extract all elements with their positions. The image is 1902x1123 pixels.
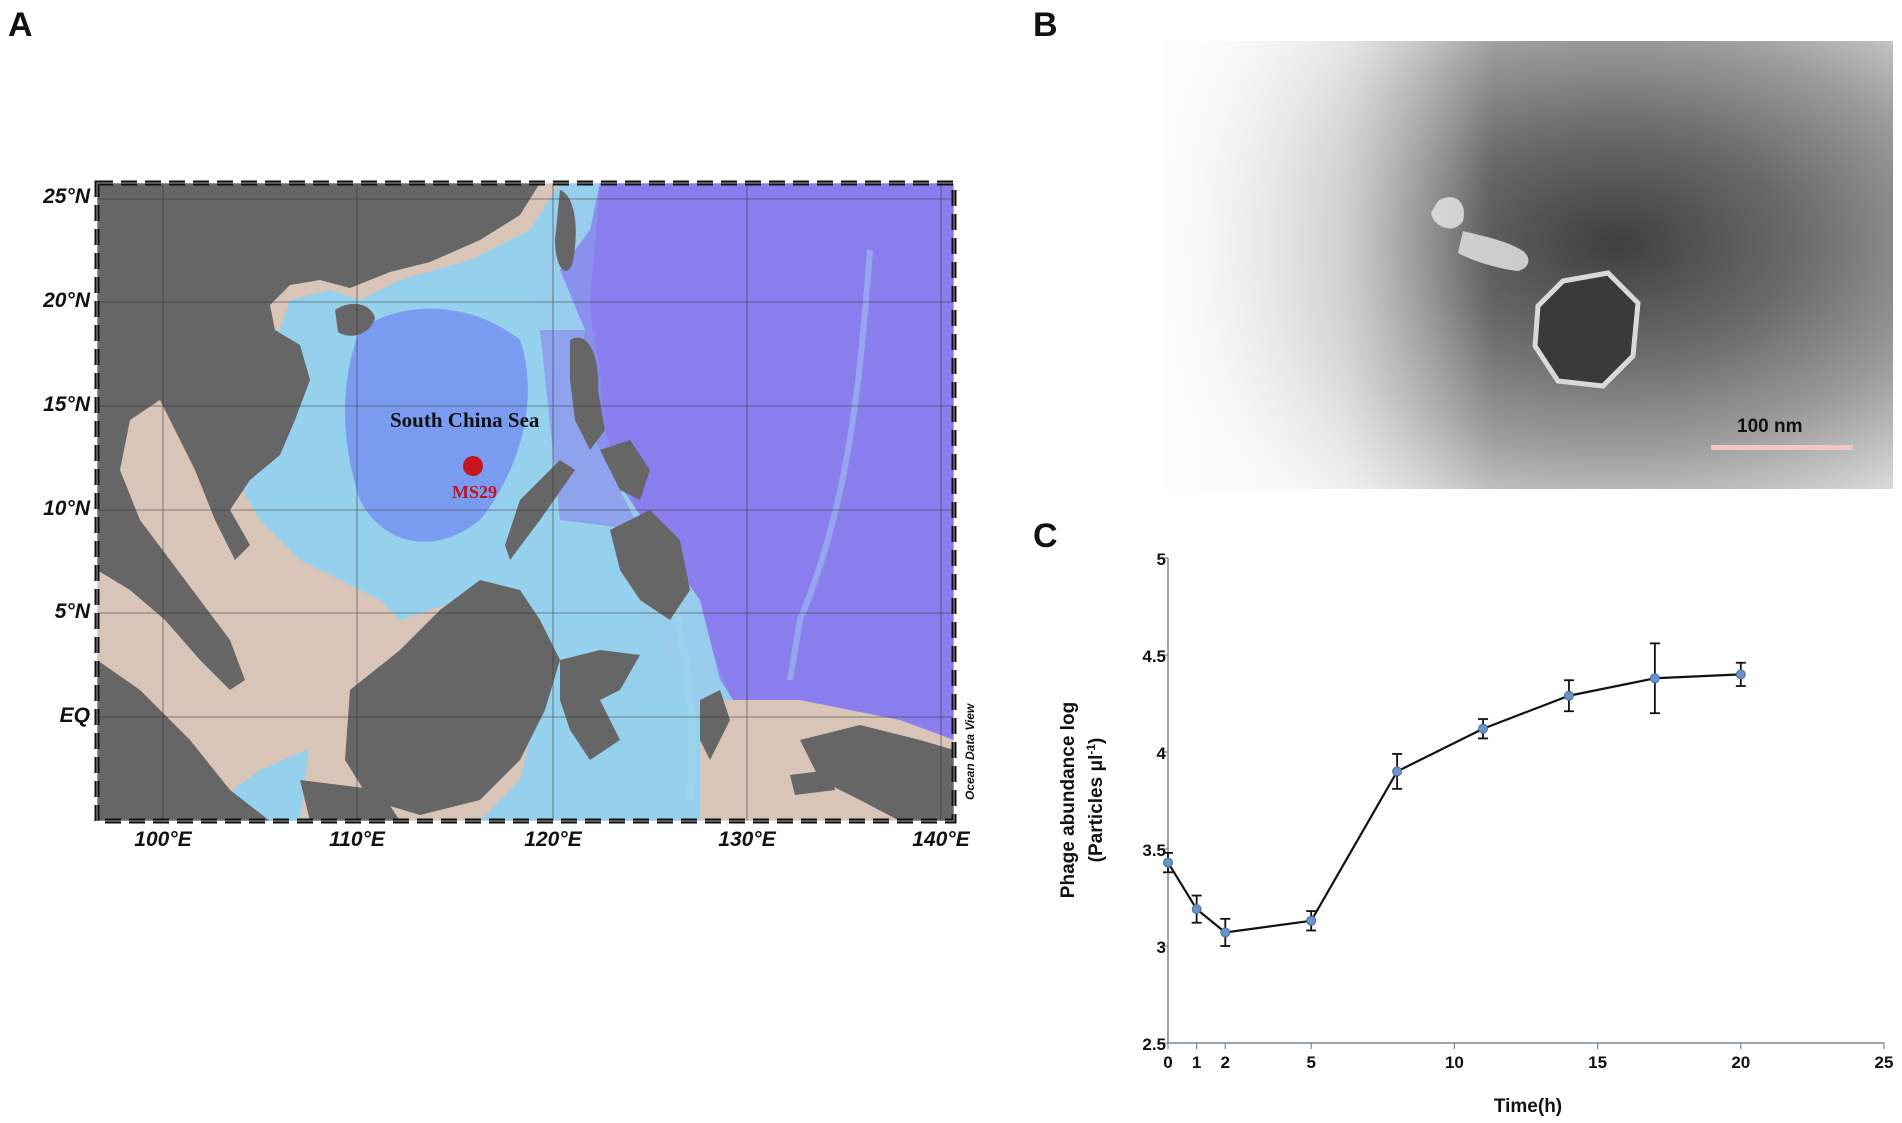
seram-island: [790, 770, 835, 795]
data-point: [1735, 669, 1746, 680]
data-point: [1478, 723, 1489, 734]
lon-label-140e: 140°E: [912, 828, 970, 851]
lon-label-110e: 110°E: [329, 828, 385, 851]
data-point: [1392, 766, 1403, 777]
electron-micrograph: [1163, 41, 1893, 489]
y-tick-label: 2.5: [1142, 1035, 1166, 1054]
x-tick-label: 25: [1875, 1053, 1894, 1072]
y-tick-label: 4: [1157, 744, 1167, 763]
x-tick-label: 2: [1221, 1053, 1230, 1072]
y-tick-label: 4.5: [1142, 647, 1166, 666]
scale-bar-label: 100 nm: [1737, 416, 1803, 437]
station-marker: [463, 456, 483, 476]
new-guinea-island: [800, 725, 954, 821]
trench-ridge: [787, 249, 873, 681]
data-point: [1563, 690, 1574, 701]
lon-label-120e: 120°E: [524, 828, 582, 851]
lat-label-15n: 15°N: [43, 393, 90, 416]
panel-b-label: B: [1033, 6, 1058, 44]
data-point: [1220, 927, 1231, 938]
sumatra-island: [97, 660, 270, 821]
borneo-island: [345, 580, 560, 815]
x-axis-title: Time(h): [1494, 1096, 1562, 1117]
x-tick-label: 0: [1163, 1053, 1172, 1072]
y-axis-unit: (Particles μl-1): [1084, 738, 1107, 863]
scs-basin: [345, 308, 528, 542]
phage-tail-fibers: [1431, 197, 1464, 229]
y-tick-label: 5: [1157, 550, 1166, 569]
x-tick-label: 20: [1731, 1053, 1750, 1072]
lon-label-130e: 130°E: [718, 828, 776, 851]
x-tick-label: 1: [1192, 1053, 1201, 1072]
mindanao-island: [610, 510, 690, 620]
y-tick-label: 3.5: [1142, 841, 1166, 860]
phage-tail: [1458, 231, 1529, 271]
lat-label-25n: 25°N: [43, 185, 90, 208]
lat-label-10n: 10°N: [43, 497, 90, 520]
taiwan-island: [555, 190, 576, 271]
map-credit-label: Ocean Data View: [963, 703, 977, 800]
panel-a-label: A: [8, 6, 33, 44]
x-tick-label: 5: [1306, 1053, 1315, 1072]
phage-capsid: [1532, 270, 1641, 389]
data-point: [1191, 904, 1202, 915]
data-point: [1306, 915, 1317, 926]
x-tick-label: 10: [1445, 1053, 1464, 1072]
lat-label-20n: 20°N: [43, 289, 90, 312]
visayas-islands: [600, 440, 650, 500]
sulawesi-island: [560, 650, 640, 760]
bathymetry-map: [94, 180, 957, 824]
luzon-island: [570, 337, 605, 450]
data-point: [1649, 673, 1660, 684]
panel-c-label: C: [1033, 517, 1058, 555]
x-tick-label: 15: [1588, 1053, 1607, 1072]
y-axis-title: Phage abundance log: [1058, 702, 1079, 898]
hainan-island: [335, 303, 375, 336]
chart-axes: [1167, 558, 1884, 1044]
data-point: [1163, 857, 1173, 868]
growth-curve-chart: 2.533.544.550 1 2 5 10 15 20 25 Time(h) Phage a…: [1058, 550, 1894, 1117]
java-island: [300, 780, 400, 821]
halmahera-island: [700, 690, 730, 760]
sea-name-label: South China Sea: [390, 408, 540, 432]
station-label: MS29: [452, 482, 497, 502]
y-tick-label: 3: [1157, 938, 1166, 957]
scale-bar: [1711, 445, 1853, 450]
lat-label-eq: EQ: [59, 704, 90, 727]
lon-label-100e: 100°E: [134, 828, 192, 851]
lat-label-5n: 5°N: [54, 600, 90, 623]
map-gridlines: [97, 183, 954, 821]
asia-mainland: [97, 183, 540, 690]
